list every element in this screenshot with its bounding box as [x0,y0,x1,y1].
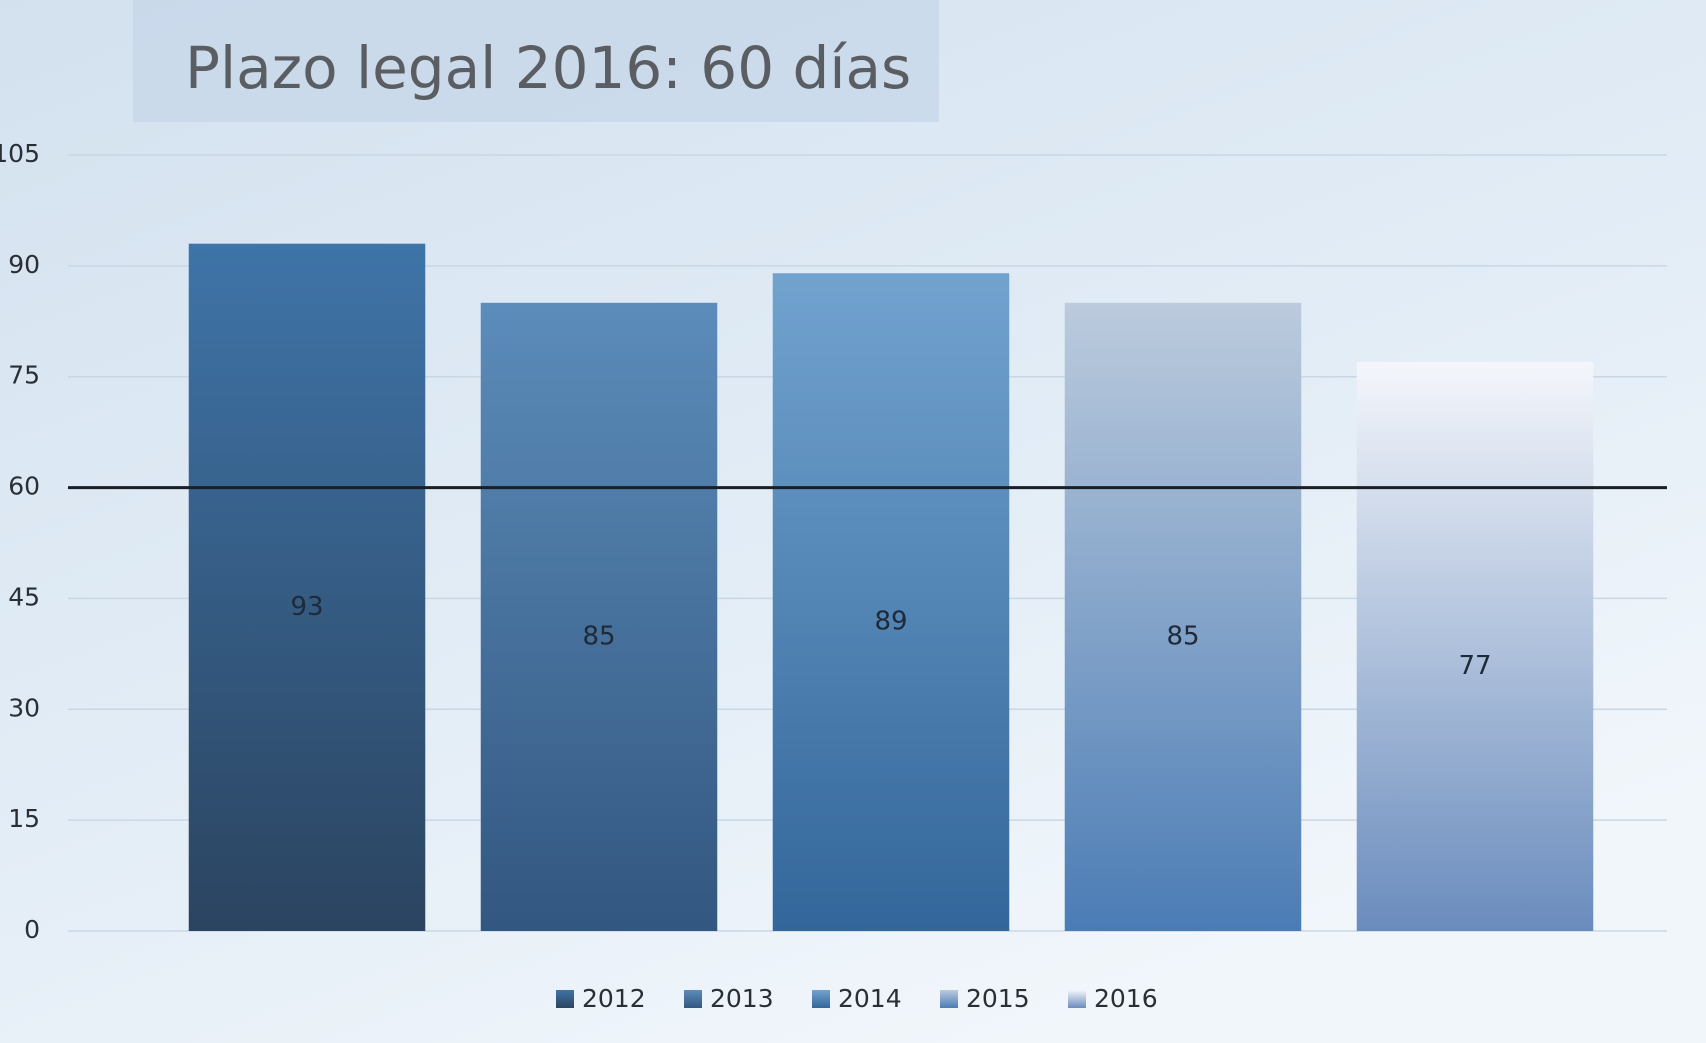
data-label: 85 [1166,621,1199,651]
y-tick-label: 60 [8,472,40,501]
legend-label: 2016 [1094,984,1158,1013]
data-label: 85 [582,621,615,651]
legend-label: 2014 [838,984,902,1013]
y-tick-label: 75 [8,361,40,390]
y-tick-label: 45 [8,582,40,611]
legend-swatch [556,990,574,1008]
bar [1356,361,1594,931]
bar [188,243,426,931]
legend-swatch [1068,990,1086,1008]
legend-swatch [684,990,702,1008]
legend-swatch [812,990,830,1008]
bar [480,302,718,931]
bar [772,273,1010,931]
y-tick-label: 0 [24,915,40,944]
legend-label: 2015 [966,984,1030,1013]
data-label: 89 [874,607,907,637]
legend-swatch [940,990,958,1008]
legend-label: 2013 [710,984,774,1013]
legend-label: 2012 [582,984,646,1013]
y-tick-label: 30 [8,693,40,722]
title-box [133,0,939,122]
y-tick-label: 15 [8,804,40,833]
data-label: 77 [1458,651,1491,681]
y-tick-label: 105 [0,139,40,168]
bar [1064,302,1302,931]
chart-title: Plazo legal 2016: 60 días [185,34,911,102]
y-tick-label: 90 [8,250,40,279]
data-label: 93 [290,592,323,622]
